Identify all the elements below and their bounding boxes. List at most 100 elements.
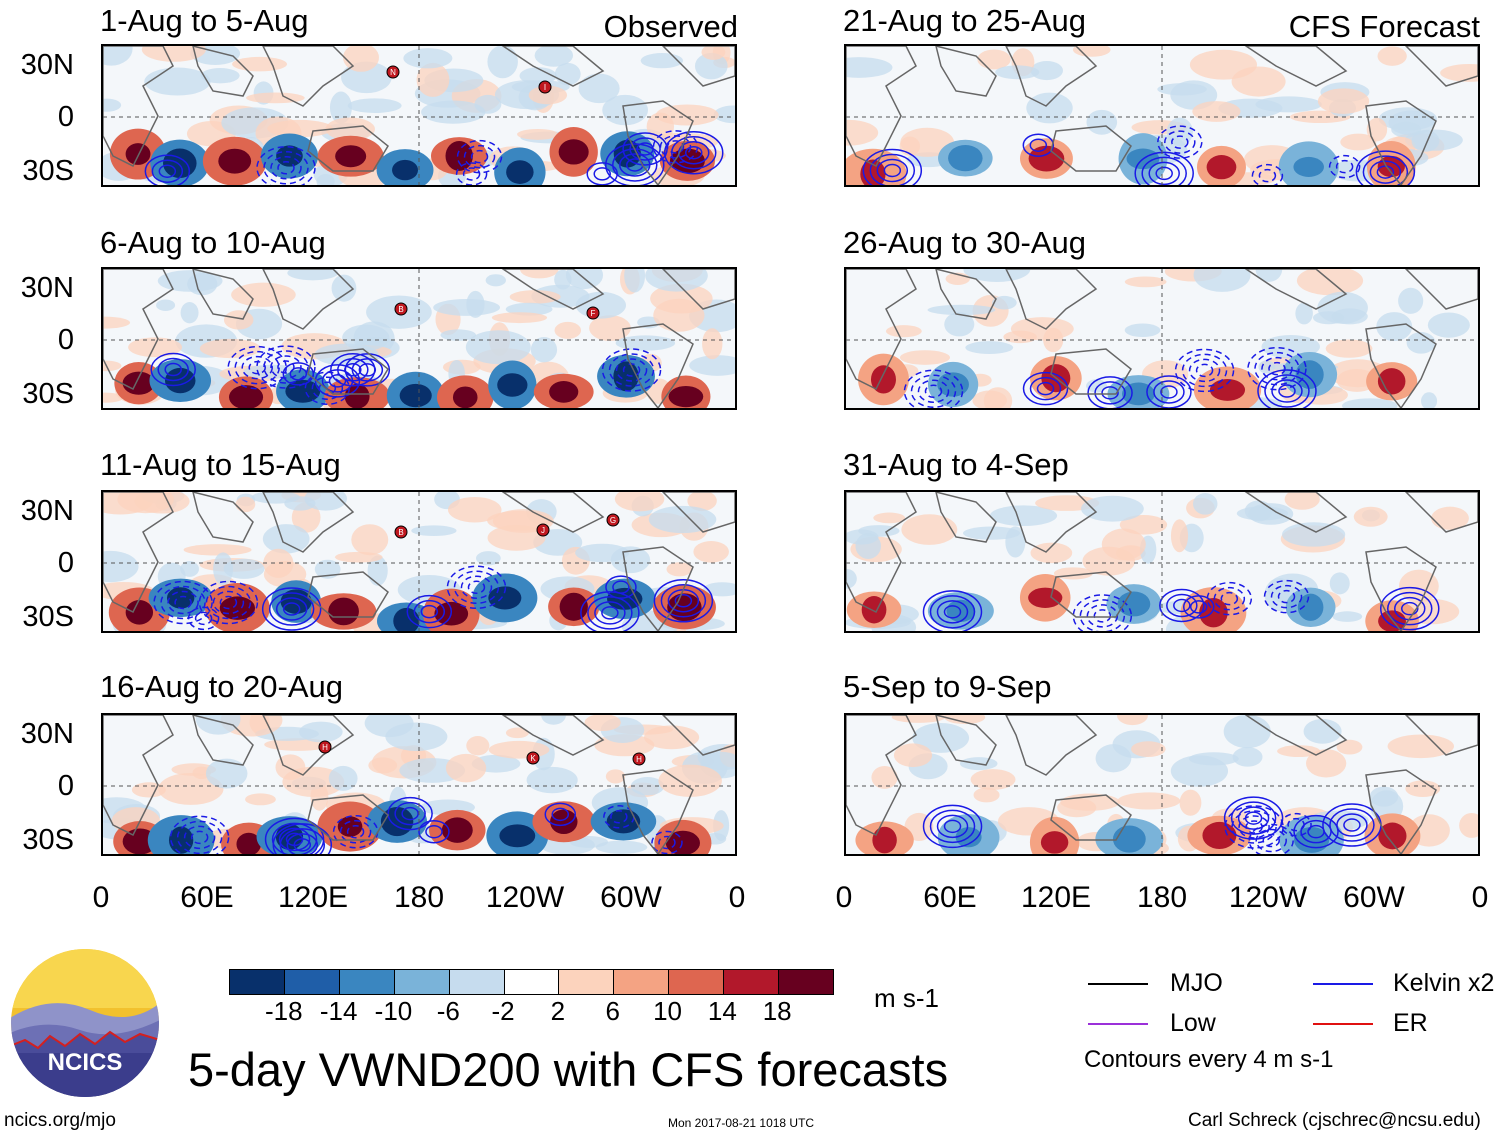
anomaly-shading: [687, 492, 717, 512]
anomaly-shading: [575, 543, 630, 563]
kelvin-contour: [194, 611, 213, 626]
anomaly-shading: [1406, 332, 1436, 354]
kelvin-contour: [1355, 150, 1416, 185]
kelvin-contour: [1244, 811, 1263, 825]
anomaly-shading: [891, 715, 946, 723]
kelvin-contour: [883, 163, 902, 178]
x-axis-label: 120W: [485, 881, 565, 914]
kelvin-contour: [1257, 369, 1317, 408]
kelvin-contour: [1141, 156, 1187, 185]
anomaly-shading: [411, 525, 457, 536]
kelvin-contour: [1271, 379, 1303, 403]
kelvin-contour: [876, 158, 909, 183]
anomaly-shading: [329, 91, 352, 124]
kelvin-contour: [277, 161, 295, 175]
anomaly-shading: [1405, 780, 1441, 798]
coastline: [1005, 715, 1098, 776]
anomaly-shading: [1421, 392, 1438, 408]
anomaly-shading: [509, 290, 561, 304]
anomaly-shading: [163, 148, 197, 178]
anomaly-shading: [992, 295, 1017, 310]
kelvin-contour: [1171, 135, 1189, 149]
coastline: [622, 323, 694, 408]
kelvin-contour: [922, 804, 983, 849]
anomaly-shading: [1232, 747, 1263, 767]
coastline: [1365, 100, 1437, 185]
anomaly-shading: [912, 722, 970, 753]
kelvin-contour: [1369, 160, 1402, 184]
anomaly-shading: [465, 330, 531, 365]
footer-timestamp: Mon 2017-08-21 1018 UTC: [668, 1116, 815, 1130]
anomaly-shading: [1030, 60, 1064, 81]
kelvin-contour: [929, 809, 976, 844]
anomaly-shading: [517, 128, 559, 140]
colorbar-swatch: [230, 970, 285, 994]
anomaly-shading: [558, 139, 589, 165]
coastline: [1244, 492, 1348, 533]
kelvin-contour: [1335, 159, 1354, 174]
anomaly-shading: [103, 46, 133, 66]
kelvin-contour: [1258, 168, 1277, 183]
kelvin-contour: [462, 167, 481, 181]
kelvin-contour: [587, 596, 633, 630]
anomaly-shading: [602, 94, 649, 126]
anomaly-shading: [666, 562, 692, 577]
anomaly-shading: [1340, 133, 1377, 151]
tropical-cyclone-marker: K: [526, 751, 540, 765]
kelvin-contour: [1264, 374, 1310, 408]
kelvin-contour: [670, 135, 717, 170]
anomaly-shading: [156, 299, 176, 311]
kelvin-contour: [401, 806, 419, 821]
colorbar-swatch: [724, 970, 780, 994]
coastline: [846, 715, 917, 837]
forecast-label: CFS Forecast: [1288, 9, 1480, 44]
colorbar-swatch: [284, 970, 340, 994]
anomaly-shading: [1223, 715, 1271, 749]
anomaly-shading: [1336, 369, 1378, 392]
kelvin-contour: [615, 358, 648, 382]
anomaly-shading: [229, 385, 264, 408]
anomaly-shading: [1317, 88, 1370, 114]
coastline: [103, 269, 174, 391]
anomaly-shading: [645, 269, 708, 292]
legend-kelvin-label: Kelvin x2: [1393, 969, 1495, 997]
anomaly-shading: [474, 94, 502, 114]
anomaly-shading: [331, 274, 357, 302]
tropical-cyclone-marker: H: [318, 740, 332, 754]
kelvin-contour: [660, 584, 707, 618]
kelvin-contour: [190, 830, 209, 845]
coastline: [262, 715, 355, 776]
anomaly-shading: [995, 65, 1040, 80]
anomaly-shading: [180, 302, 199, 324]
kelvin-contour: [285, 832, 304, 847]
kelvin-contour: [169, 815, 230, 854]
anomaly-shading: [870, 365, 896, 394]
kelvin-contour: [351, 358, 384, 382]
anomaly-shading: [665, 830, 700, 854]
anomaly-shading: [231, 282, 296, 307]
kelvin-contour: [261, 587, 322, 631]
kelvin-contour: [278, 827, 311, 852]
kelvin-contour: [418, 819, 450, 844]
anomaly-shading: [989, 505, 1058, 527]
kelvin-contour: [1293, 814, 1339, 849]
anomaly-shading: [899, 350, 951, 365]
kelvin-contour: [358, 363, 377, 377]
x-axis-label: 60E: [180, 881, 234, 914]
anomaly-shading: [605, 769, 626, 784]
kelvin-contour: [420, 604, 439, 619]
kelvin-contour: [1188, 358, 1221, 383]
kelvin-contour: [151, 159, 184, 183]
anomaly-shading: [368, 757, 398, 774]
anomaly-shading: [550, 809, 578, 835]
footer-url[interactable]: ncics.org/mjo: [4, 1110, 116, 1131]
kelvin-contour: [1157, 125, 1203, 159]
anomaly-shading: [505, 727, 529, 739]
anomaly-shading: [534, 46, 574, 67]
kelvin-contour: [205, 585, 252, 620]
anomaly-shading: [1376, 312, 1413, 342]
anomaly-shading: [157, 270, 223, 292]
kelvin-contour: [869, 153, 916, 185]
anomaly-shading: [103, 98, 122, 112]
anomaly-shading: [526, 766, 578, 794]
